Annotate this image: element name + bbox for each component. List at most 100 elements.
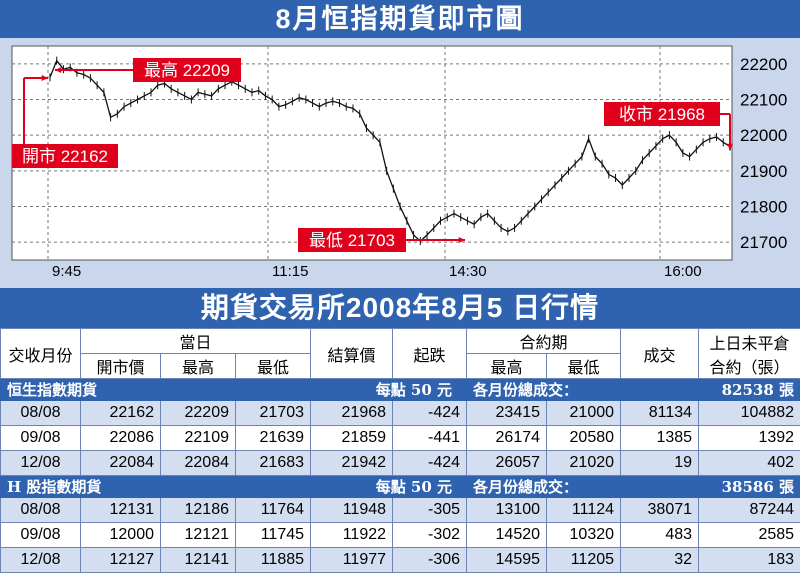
y-tick-label: 22200 bbox=[740, 55, 787, 74]
section-total-label: 各月份總成交： bbox=[466, 475, 700, 498]
annotation-close-box bbox=[604, 102, 720, 126]
row-value: 11922 bbox=[310, 522, 394, 548]
futures-table: 交收月份 當日 結算價 起跌 合約期 成交 上日未平倉 合約（張） 開市價 最高 最低 最高 最低 恒生指… bbox=[0, 328, 800, 573]
header-month: 交收月份 bbox=[0, 328, 81, 379]
y-tick-label: 21800 bbox=[740, 198, 787, 217]
table-row: 09/08 22086 22109 21639 21859 -441 26174 20580 1… bbox=[0, 425, 800, 451]
table-row: 08/08 12131 12186 11764 11948 -305 13100 11124 3… bbox=[0, 497, 800, 523]
row-value: 22109 bbox=[160, 425, 236, 451]
row-value: 19 bbox=[620, 450, 700, 476]
x-tick-label: 9:45 bbox=[52, 263, 81, 280]
row-value: 21020 bbox=[546, 450, 622, 476]
row-value: 22209 bbox=[160, 400, 236, 426]
annotation-high-box bbox=[133, 58, 241, 82]
annotation-open-box bbox=[12, 144, 118, 168]
header-contract: 合約期 bbox=[466, 328, 622, 354]
row-value: 32 bbox=[620, 547, 700, 573]
row-value: 11885 bbox=[234, 547, 312, 573]
arrow-high-head bbox=[55, 66, 62, 74]
row-value: 1392 bbox=[698, 425, 800, 451]
row-value: 20580 bbox=[546, 425, 622, 451]
row-value: 12186 bbox=[160, 497, 236, 523]
price-line bbox=[49, 59, 731, 242]
table-row: 08/08 22162 22209 21703 21968 -424 23415 21000 8… bbox=[0, 400, 800, 426]
header-volume: 成交 bbox=[620, 328, 700, 379]
row-value: 402 bbox=[698, 450, 800, 476]
row-value: 11205 bbox=[546, 547, 622, 573]
row-value: 26057 bbox=[466, 450, 548, 476]
section-total-value: 38586 張 bbox=[698, 475, 800, 498]
row-value: 11745 bbox=[234, 522, 312, 548]
row-value: -441 bbox=[392, 425, 468, 451]
row-value: 21639 bbox=[234, 425, 312, 451]
row-value: 12141 bbox=[160, 547, 236, 573]
row-value: 11764 bbox=[234, 497, 312, 523]
annotation-high-text: 最高 22209 bbox=[144, 61, 230, 80]
section-unit: 每點 50 元 bbox=[234, 475, 468, 498]
annotation-low-text: 最低 21703 bbox=[309, 231, 395, 250]
y-tick-label: 21900 bbox=[740, 162, 787, 181]
annotation-low-box bbox=[298, 228, 406, 252]
section-unit: 每點 50 元 bbox=[234, 378, 468, 401]
row-value: 11124 bbox=[546, 497, 622, 523]
row-value: 21000 bbox=[546, 400, 622, 426]
arrow-close-head bbox=[726, 143, 734, 150]
row-value: 21703 bbox=[234, 400, 312, 426]
row-value: -306 bbox=[392, 547, 468, 573]
row-value: 12000 bbox=[80, 522, 161, 548]
row-value: 10320 bbox=[546, 522, 622, 548]
row-value: 11948 bbox=[310, 497, 394, 523]
chart-svg: 21700 21800 21900 22000 22100 22200 9:45 11:15 1… bbox=[11, 45, 787, 280]
header-row-1: 交收月份 當日 結算價 起跌 合約期 成交 上日未平倉 合約（張） bbox=[0, 328, 800, 379]
row-month: 08/08 bbox=[0, 400, 81, 426]
header-row-2: 開市價 最高 最低 最高 最低 bbox=[1, 353, 800, 379]
header-open-interest: 上日未平倉 合約（張） bbox=[698, 328, 800, 379]
row-value: 22084 bbox=[80, 450, 161, 476]
arrow-open-head bbox=[41, 74, 48, 82]
header-contract-low: 最低 bbox=[546, 353, 622, 379]
row-month: 09/08 bbox=[0, 425, 81, 451]
row-value: 81134 bbox=[620, 400, 700, 426]
row-value: 12127 bbox=[80, 547, 161, 573]
annotation-open-text: 開市 22162 bbox=[22, 147, 108, 166]
table-row: 12/08 12127 12141 11885 11977 -306 14595 11205 3… bbox=[0, 547, 800, 573]
row-value: -305 bbox=[392, 497, 468, 523]
row-value: -424 bbox=[392, 400, 468, 426]
annotation-close-text: 收市 21968 bbox=[619, 105, 705, 124]
row-value: 14520 bbox=[466, 522, 548, 548]
row-value: 21968 bbox=[310, 400, 394, 426]
section-row: 恒生指數期貨 每點 50 元各月份總成交： 82538 張 bbox=[0, 378, 800, 401]
row-value: 21683 bbox=[234, 450, 312, 476]
table-row: 12/08 22084 22084 21683 21942 -424 26057 21020 1… bbox=[0, 450, 800, 476]
table-title-banner: 期貨交易所2008年8月5 日行情 bbox=[0, 288, 800, 328]
table-row: 09/08 12000 12121 11745 11922 -302 14520 10320 4… bbox=[0, 522, 800, 548]
row-value: -424 bbox=[392, 450, 468, 476]
section-total-label: 各月份總成交： bbox=[466, 378, 700, 401]
row-value: 22086 bbox=[80, 425, 161, 451]
section-name: 恒生指數期貨 bbox=[0, 378, 236, 401]
row-value: 13100 bbox=[466, 497, 548, 523]
row-value: 38071 bbox=[620, 497, 700, 523]
row-value: 22084 bbox=[160, 450, 236, 476]
row-month: 12/08 bbox=[0, 450, 81, 476]
section-total-value: 82538 張 bbox=[698, 378, 800, 401]
row-value: 1385 bbox=[620, 425, 700, 451]
y-tick-label: 22100 bbox=[740, 91, 787, 110]
header-settle: 結算價 bbox=[310, 328, 394, 379]
row-value: 2585 bbox=[698, 522, 800, 548]
plot-area bbox=[11, 45, 733, 261]
row-value: 21859 bbox=[310, 425, 394, 451]
header-high: 最高 bbox=[160, 353, 236, 379]
header-today: 當日 bbox=[79, 328, 312, 354]
row-value: 87244 bbox=[698, 497, 800, 523]
row-value: 23415 bbox=[466, 400, 548, 426]
row-value: 14595 bbox=[466, 547, 548, 573]
intraday-chart: 21700 21800 21900 22000 22100 22200 9:45 11:15 1… bbox=[0, 38, 800, 288]
row-value: 12131 bbox=[80, 497, 161, 523]
row-value: 183 bbox=[698, 547, 800, 573]
y-tick-label: 22000 bbox=[740, 126, 787, 145]
row-month: 08/08 bbox=[0, 497, 81, 523]
row-month: 09/08 bbox=[0, 522, 81, 548]
x-tick-label: 14:30 bbox=[449, 263, 487, 280]
header-contract-high: 最高 bbox=[466, 353, 548, 379]
